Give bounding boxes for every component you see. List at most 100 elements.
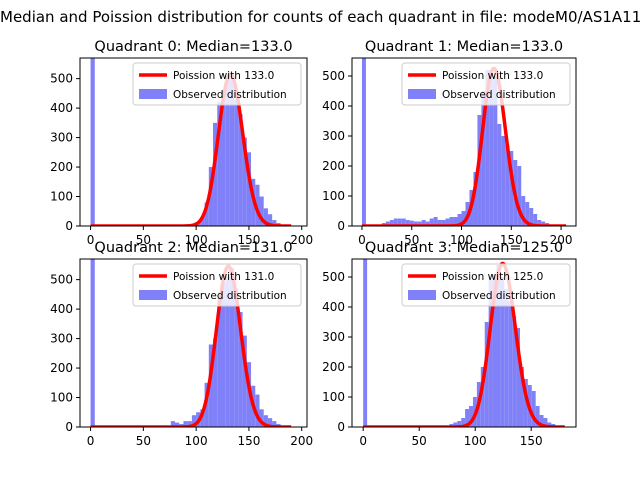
axes-frame bbox=[79, 258, 308, 428]
y-tick-label: 200 bbox=[50, 361, 73, 375]
y-tick-label: 100 bbox=[322, 390, 345, 404]
y-tick-label: 300 bbox=[50, 131, 73, 145]
histogram-bar bbox=[229, 75, 235, 226]
y-tick-label: 0 bbox=[337, 420, 345, 434]
histogram-bar bbox=[477, 115, 482, 226]
legend-bar-swatch bbox=[408, 290, 436, 300]
histogram-bar bbox=[246, 152, 252, 226]
histogram-bar bbox=[242, 137, 247, 226]
y-tick-label: 200 bbox=[50, 160, 73, 174]
legend-box bbox=[401, 263, 571, 307]
histogram-bar bbox=[187, 421, 192, 427]
plot-area bbox=[362, 259, 566, 427]
histogram-bar bbox=[449, 217, 454, 226]
histogram-bar bbox=[509, 151, 514, 226]
histogram-bar bbox=[217, 297, 222, 427]
histogram-bar bbox=[234, 288, 239, 427]
histogram-bar bbox=[238, 312, 243, 427]
histogram-bar bbox=[397, 218, 402, 226]
subplot-title: Quadrant 2: Median=131.0 bbox=[94, 240, 292, 256]
histogram-bar bbox=[267, 418, 273, 427]
x-tick-label: 0 bbox=[359, 434, 367, 448]
subplot-quadrant-2: 0 50 100 150 200 0 100 200 300 400 500 Quadrant 2: … bbox=[50, 240, 313, 448]
legend-label-fit: Poission with 133.0 bbox=[442, 70, 543, 82]
histogram-bar bbox=[409, 220, 414, 226]
legend-label-fit: Poission with 133.0 bbox=[173, 70, 274, 82]
histogram-bar bbox=[496, 265, 501, 427]
legend-label-observed: Observed distribution bbox=[442, 290, 556, 302]
x-tick-label: 50 bbox=[136, 434, 151, 448]
legend: Poission with 125.0 Observed distribution bbox=[401, 263, 571, 307]
histogram-bar bbox=[272, 220, 277, 226]
histogram-bar bbox=[489, 70, 494, 226]
histogram-bar bbox=[191, 415, 197, 427]
histogram-bar bbox=[200, 409, 205, 427]
axes-frame bbox=[79, 57, 308, 227]
y-tick-label: 500 bbox=[322, 270, 345, 284]
histogram-bar bbox=[229, 267, 235, 427]
y-tick-label: 0 bbox=[65, 420, 73, 434]
histogram-bar bbox=[461, 418, 466, 427]
histogram-bar bbox=[501, 136, 506, 226]
histogram-bar bbox=[512, 316, 517, 427]
histogram-bar bbox=[457, 421, 462, 427]
histogram-bar bbox=[259, 409, 264, 427]
legend-label-fit: Poission with 131.0 bbox=[173, 271, 274, 283]
axes-frame bbox=[351, 57, 577, 227]
histogram-bar bbox=[200, 217, 205, 226]
legend-box bbox=[401, 62, 571, 106]
legend-box bbox=[132, 263, 302, 307]
histogram-bar bbox=[385, 221, 390, 226]
y-tick-label: 400 bbox=[50, 101, 73, 115]
plot-area bbox=[361, 58, 567, 226]
x-tick-label: 50 bbox=[404, 233, 419, 247]
histogram-bar bbox=[516, 328, 520, 427]
x-tick-label: 50 bbox=[136, 233, 151, 247]
histogram-bar bbox=[453, 217, 458, 226]
y-tick-label: 100 bbox=[322, 189, 345, 203]
histogram-bar bbox=[234, 99, 239, 226]
subplot-quadrant-3: 0 50 100 150 0 100 200 300 400 500 Quadrant 3: Med… bbox=[322, 240, 577, 448]
histogram-bar bbox=[457, 214, 462, 226]
subplot-title: Quadrant 0: Median=133.0 bbox=[94, 39, 292, 55]
histogram-bar bbox=[170, 421, 176, 427]
axes-frame bbox=[351, 258, 577, 428]
x-tick-label: 100 bbox=[185, 434, 208, 448]
x-tick-label: 200 bbox=[290, 434, 313, 448]
figure-suptitle: Median and Poission distribution for cou… bbox=[0, 8, 640, 26]
x-tick-label: 150 bbox=[520, 434, 543, 448]
histogram-bar bbox=[547, 422, 552, 427]
y-tick-label: 100 bbox=[50, 190, 73, 204]
poisson-fit-line bbox=[89, 264, 292, 427]
legend-label-fit: Poission with 125.0 bbox=[442, 271, 543, 283]
histogram-bar bbox=[183, 421, 188, 427]
x-tick-label: 100 bbox=[185, 233, 208, 247]
y-tick-label: 200 bbox=[322, 159, 345, 173]
histogram-bar bbox=[393, 218, 398, 226]
histogram-bar bbox=[217, 102, 222, 226]
histogram-bar bbox=[421, 220, 426, 226]
y-tick-label: 200 bbox=[322, 360, 345, 374]
legend-bar-swatch bbox=[139, 290, 167, 300]
histogram-bar bbox=[525, 202, 530, 226]
y-tick-label: 300 bbox=[322, 129, 345, 143]
x-tick-label: 0 bbox=[358, 233, 366, 247]
histogram-bar bbox=[484, 322, 489, 427]
histogram-bar bbox=[90, 259, 95, 427]
histogram-bar bbox=[493, 76, 498, 226]
histogram-bar bbox=[481, 91, 486, 226]
histogram-bar bbox=[533, 214, 538, 226]
x-tick-label: 150 bbox=[500, 233, 523, 247]
histogram-bar bbox=[429, 218, 434, 226]
x-tick-label: 200 bbox=[290, 233, 313, 247]
x-tick-label: 200 bbox=[550, 233, 573, 247]
y-tick-label: 100 bbox=[50, 391, 73, 405]
histogram-bar bbox=[225, 276, 230, 427]
histogram-bar bbox=[543, 418, 548, 427]
histogram-bar bbox=[90, 58, 95, 226]
y-tick-label: 300 bbox=[50, 332, 73, 346]
y-tick-label: 0 bbox=[337, 219, 345, 233]
histogram-bar bbox=[175, 422, 180, 427]
y-tick-label: 400 bbox=[322, 99, 345, 113]
